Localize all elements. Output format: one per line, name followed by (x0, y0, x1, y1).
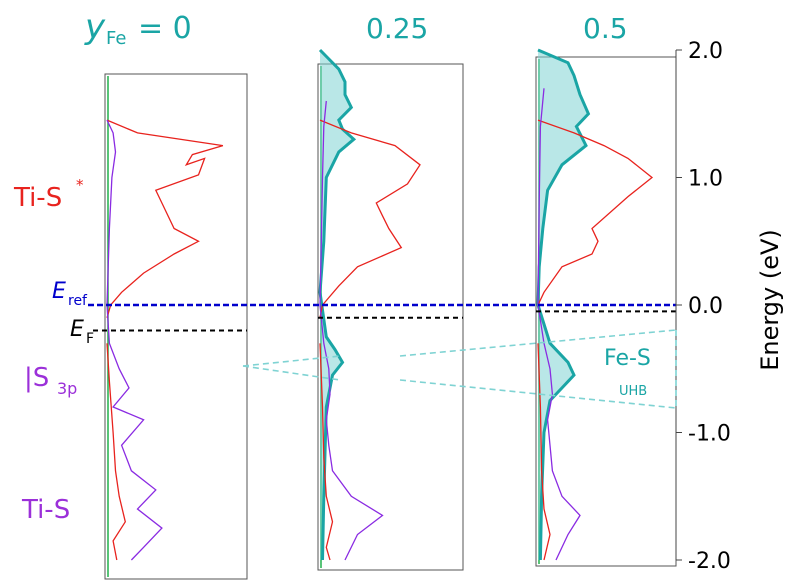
dos-panel-3 (535, 48, 677, 567)
y-fe-symbol: y (84, 7, 106, 47)
energy-axis: 2.0 1.0 0.0 -1.0 -2.0 (675, 39, 731, 574)
e-f-subscript: F (86, 331, 94, 347)
s3p-curve (537, 88, 581, 561)
ti-s-star-curve (106, 119, 224, 318)
uhb-label: UHB (619, 384, 647, 399)
projection-connectors (242, 329, 677, 409)
y-tick-label: -1.0 (688, 422, 731, 447)
header-col1: = 0 (138, 11, 192, 46)
e-ref-subscript: ref (68, 293, 88, 309)
y-tick-label: -2.0 (688, 549, 731, 574)
s3p-label: |S (24, 363, 49, 393)
ti-s-curve (537, 343, 551, 561)
ti-s-curve (319, 343, 334, 561)
dos-panels (93, 48, 677, 580)
header-col3: 0.5 (583, 12, 628, 45)
ti-s-star-curve (537, 119, 654, 306)
y-axis-title: Energy (eV) (756, 229, 784, 371)
e-f-label: E (70, 317, 84, 342)
ti-s-curve (106, 343, 126, 561)
y-tick-label: 2.0 (688, 39, 723, 64)
y-tick-label: 1.0 (688, 167, 723, 192)
header-col2: 0.25 (366, 12, 428, 45)
s3p-subscript: 3p (57, 379, 77, 398)
s3p-curve (106, 119, 163, 561)
ti-s-star-label: Ti-S (13, 183, 62, 213)
fe-s-fill (538, 50, 589, 560)
ti-s-star-asterisk: * (76, 176, 84, 194)
panel-frame (104, 73, 248, 580)
s3p-curve (319, 100, 384, 561)
connector-line (242, 365, 341, 381)
dos-panel-1 (93, 73, 248, 580)
dos-panel-2 (317, 48, 464, 571)
y-fe-subscript: Fe (106, 28, 126, 49)
connector-line (399, 329, 677, 357)
fe-s-label: Fe-S (604, 346, 651, 371)
connector-line (242, 355, 341, 367)
connector-line (399, 379, 677, 409)
ti-s-label: Ti-S (21, 495, 70, 525)
ti-s-star-curve (319, 119, 421, 318)
y-tick-label: 0.0 (688, 294, 723, 319)
fe-s-curve (318, 48, 357, 561)
e-ref-label: E (52, 279, 66, 304)
